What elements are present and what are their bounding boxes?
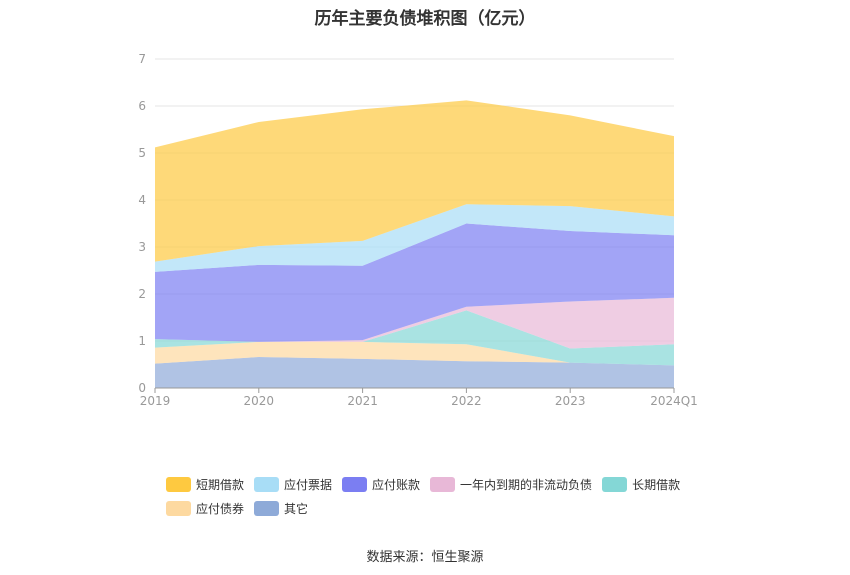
y-tick-label: 3: [138, 240, 146, 254]
y-tick-label: 4: [138, 193, 146, 207]
legend-swatch-icon: [254, 476, 280, 492]
legend-label: 长期借款: [632, 477, 681, 492]
area-series-应付票据: [155, 204, 674, 272]
legend-item-short-term-loans[interactable]: 短期借款: [166, 476, 244, 493]
x-tick-label: 2021: [347, 394, 378, 408]
y-tick-label: 0: [138, 381, 146, 395]
area-series-应付账款: [155, 223, 674, 342]
legend-label: 短期借款: [196, 477, 245, 492]
legend-item-long-term-loans[interactable]: 长期借款: [602, 476, 680, 493]
legend-label: 其它: [284, 501, 309, 516]
legend-label: 应付债券: [196, 501, 245, 516]
legend-item-notes-payable[interactable]: 应付票据: [254, 476, 332, 493]
area-series-其它: [155, 357, 674, 388]
chart-title: 历年主要负债堆积图（亿元）: [314, 9, 536, 29]
y-tick-label: 5: [138, 146, 146, 160]
area-series-长期借款: [155, 310, 674, 366]
chart-legend: 短期借款 应付票据 应付账款 一年内到期的非流动负债 长期借款 应付债券 其它: [166, 472, 726, 520]
legend-row-2: 应付债券 其它: [166, 496, 726, 520]
legend-swatch-icon: [166, 476, 191, 492]
legend-item-other[interactable]: 其它: [254, 500, 308, 517]
x-tick-label: 2023: [555, 394, 586, 408]
x-tick-label: 2024Q1: [650, 394, 698, 408]
legend-item-current-portion-noncurrent[interactable]: 一年内到期的非流动负债: [430, 476, 592, 493]
y-tick-label: 1: [138, 334, 146, 348]
legend-item-bonds-payable[interactable]: 应付债券: [166, 500, 244, 517]
x-tick-label: 2019: [140, 394, 171, 408]
x-tick-label: 2022: [451, 394, 482, 408]
legend-item-accounts-payable[interactable]: 应付账款: [342, 476, 420, 493]
area-series-短期借款: [155, 100, 674, 262]
y-tick-label: 2: [138, 287, 146, 301]
legend-swatch-icon: [430, 476, 456, 492]
y-tick-label: 6: [138, 99, 146, 113]
legend-swatch-icon: [166, 500, 191, 516]
legend-label: 应付账款: [372, 477, 421, 492]
legend-swatch-icon: [342, 476, 368, 492]
area-series-应付债券: [155, 341, 674, 366]
legend-label: 一年内到期的非流动负债: [460, 477, 593, 492]
legend-row-1: 短期借款 应付票据 应付账款 一年内到期的非流动负债 长期借款: [166, 472, 726, 496]
legend-label: 应付票据: [284, 477, 333, 492]
legend-swatch-icon: [254, 500, 280, 516]
legend-swatch-icon: [602, 476, 628, 492]
y-tick-label: 7: [138, 52, 146, 66]
x-tick-label: 2020: [244, 394, 275, 408]
data-source-note: 数据来源：恒生聚源: [366, 550, 484, 565]
area-series-一年内到期的非流动负债: [155, 297, 674, 349]
